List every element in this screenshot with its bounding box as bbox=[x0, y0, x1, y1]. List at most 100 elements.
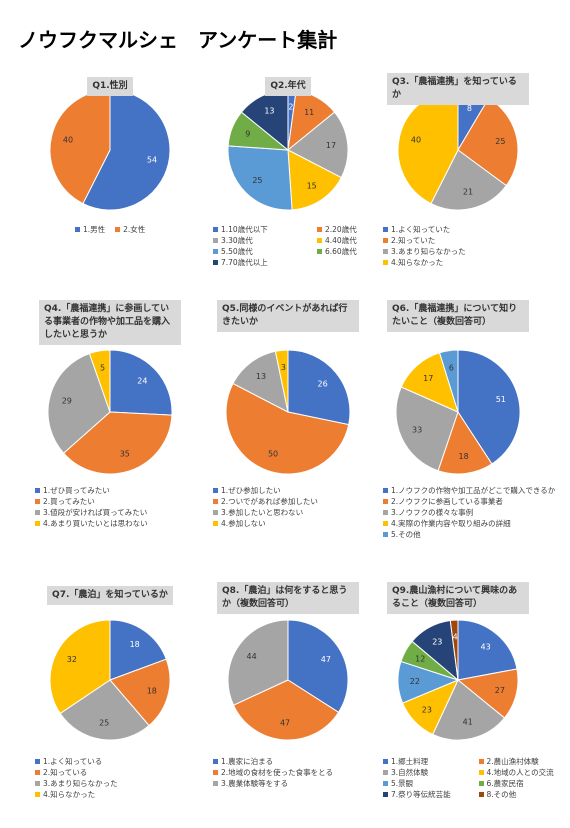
chart-title-box: Q7.「農泊」を知っているか bbox=[15, 582, 205, 605]
data-label: 9 bbox=[245, 130, 250, 139]
pie-slice bbox=[437, 410, 493, 475]
legend-swatch bbox=[35, 781, 40, 786]
legend-swatch bbox=[35, 521, 40, 526]
legend-swatch bbox=[213, 260, 218, 265]
legend-swatch bbox=[383, 521, 388, 526]
legend-item: 4.あまり買いたいとは思わない bbox=[35, 518, 235, 529]
legend-item: 4.地域の人との交流 bbox=[478, 767, 567, 778]
data-label: 22 bbox=[410, 677, 420, 686]
data-label: 17 bbox=[423, 374, 433, 383]
legend-swatch bbox=[383, 488, 388, 493]
data-label: 54 bbox=[147, 156, 157, 165]
legend-label: 5.その他 bbox=[391, 530, 421, 539]
legend-item: 1.ぜひ参加したい bbox=[213, 485, 413, 496]
legend-label: 7.祭り等伝統芸能 bbox=[391, 790, 451, 799]
legend-swatch bbox=[478, 770, 484, 775]
legend-swatch bbox=[317, 238, 322, 243]
legend-label: 7.70歳代以上 bbox=[221, 258, 268, 267]
legend-item: 6.農家民宿 bbox=[478, 778, 567, 789]
legend-label: 3.値段が安ければ買ってみたい bbox=[43, 508, 148, 517]
pie-slice bbox=[227, 145, 293, 211]
legend-item: 3.参加したいと思わない bbox=[213, 507, 413, 518]
data-label: 43 bbox=[480, 642, 490, 651]
data-label: 23 bbox=[432, 638, 442, 647]
legend: 1.農家に泊まる 2.地域の食材を使った食事をとる 3.農業体験等をする bbox=[213, 756, 413, 789]
legend: 1.よく知っている 2.知っている 3.あまり知らなかった 4.知らなかった bbox=[35, 756, 235, 800]
legend-item: 3.あまり知らなかった bbox=[383, 246, 566, 257]
legend-swatch bbox=[383, 770, 388, 775]
legend-swatch bbox=[213, 781, 218, 786]
legend-swatch bbox=[383, 532, 388, 537]
legend-label: 1.よく知っていた bbox=[391, 225, 451, 234]
data-label: 23 bbox=[422, 705, 432, 714]
legend: 1.ぜひ買ってみたい 2.買ってみたい 3.値段が安ければ買ってみたい 4.あまり買い… bbox=[35, 485, 235, 529]
legend-item: 3.30歳代 bbox=[213, 235, 309, 246]
legend-label: 2.地域の食材を使った食事をとる bbox=[221, 768, 334, 777]
legend-label: 5.景観 bbox=[391, 779, 414, 788]
legend-item: 4.実際の作業内容や取り組みの詳細 bbox=[383, 518, 566, 529]
data-label: 26 bbox=[318, 379, 328, 388]
legend-item: 5.景観 bbox=[383, 778, 471, 789]
legend-swatch bbox=[478, 759, 484, 764]
legend-label: 8.その他 bbox=[486, 790, 517, 799]
pie-slice bbox=[287, 111, 349, 179]
pie-slice bbox=[232, 679, 340, 741]
chart-title: Q3.「農福連携」を知っているか bbox=[387, 73, 529, 105]
legend-swatch bbox=[75, 227, 80, 232]
data-label: 11 bbox=[304, 108, 314, 117]
legend-item: 2.ついでがあれば参加したい bbox=[213, 496, 413, 507]
legend-label: 2.20歳代 bbox=[325, 225, 357, 234]
data-label: 47 bbox=[321, 655, 331, 664]
legend-item: 3.あまり知らなかった bbox=[35, 778, 235, 789]
legend-label: 4.知らなかった bbox=[391, 258, 444, 267]
data-label: 40 bbox=[63, 135, 73, 144]
chart-title-box: Q2.年代 bbox=[193, 73, 383, 96]
data-label: 4 bbox=[453, 632, 458, 641]
legend-swatch bbox=[213, 488, 218, 493]
pie-slice bbox=[395, 386, 459, 472]
data-label: 27 bbox=[495, 686, 505, 695]
pie-slice bbox=[432, 679, 506, 741]
legend: 1.ぜひ参加したい 2.ついでがあれば参加したい 3.参加したいと思わない 4.参加し… bbox=[213, 485, 413, 529]
legend-swatch bbox=[383, 260, 388, 265]
legend-item: 2.知っていた bbox=[383, 235, 566, 246]
legend-label: 4.知らなかった bbox=[43, 790, 96, 799]
legend-label: 1.男性 bbox=[83, 225, 106, 234]
legend-item: 1.よく知っている bbox=[35, 756, 235, 767]
legend-item: 2.20歳代 bbox=[317, 224, 413, 235]
legend-item: 1.農家に泊まる bbox=[213, 756, 413, 767]
legend-swatch bbox=[383, 792, 388, 797]
data-label: 5 bbox=[100, 363, 105, 372]
legend-swatch bbox=[213, 770, 218, 775]
legend-item: 1.郷土料理 bbox=[383, 756, 471, 767]
data-label: 25 bbox=[252, 176, 262, 185]
legend-swatch bbox=[213, 227, 218, 232]
data-label: 3 bbox=[281, 363, 286, 372]
legend-swatch bbox=[35, 488, 40, 493]
legend-label: 1.ノウフクの作物や加工品がどこで購入できるか bbox=[391, 486, 556, 495]
legend-swatch bbox=[35, 792, 40, 797]
legend-item: 2.地域の食材を使った食事をとる bbox=[213, 767, 413, 778]
legend-item: 3.値段が安ければ買ってみたい bbox=[35, 507, 235, 518]
legend-swatch bbox=[213, 499, 218, 504]
legend-item: 3.自然体験 bbox=[383, 767, 471, 778]
legend-swatch bbox=[317, 249, 322, 254]
pie-slice bbox=[62, 411, 173, 475]
pie-slice bbox=[82, 89, 171, 211]
legend-swatch bbox=[383, 510, 388, 515]
pie-slice bbox=[449, 619, 459, 681]
chart-title: Q6.「農福連携」について知りたいこと（複数回答可） bbox=[387, 300, 529, 332]
pie-slice bbox=[274, 349, 289, 413]
data-label: 33 bbox=[412, 425, 422, 434]
legend-item: 1.ぜひ買ってみたい bbox=[35, 485, 235, 496]
pie-slice bbox=[456, 668, 519, 719]
data-label: 50 bbox=[268, 450, 278, 459]
legend-swatch bbox=[213, 510, 218, 515]
legend-label: 3.参加したいと思わない bbox=[221, 508, 304, 517]
data-label: 40 bbox=[411, 135, 421, 144]
data-label: 35 bbox=[120, 450, 130, 459]
data-label: 15 bbox=[307, 182, 317, 191]
legend-item: 7.70歳代以上 bbox=[213, 257, 309, 268]
